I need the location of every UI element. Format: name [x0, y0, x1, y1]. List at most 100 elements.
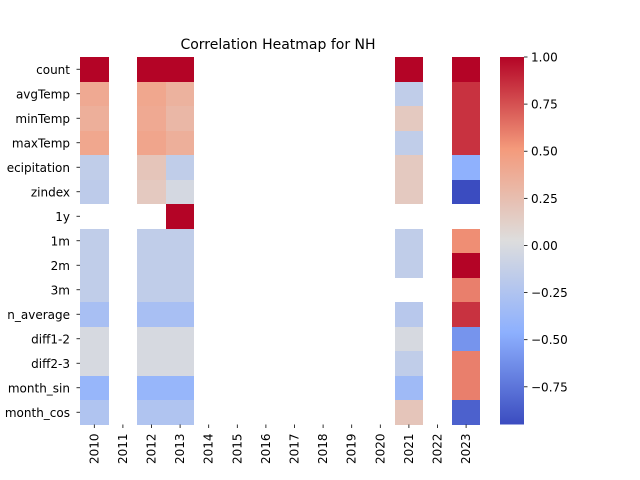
heatmap-cell: [137, 155, 166, 180]
heatmap-cell: [80, 400, 109, 425]
heatmap-cell: [452, 327, 480, 351]
heatmap-cell: [395, 57, 423, 82]
heatmap-cell: [80, 229, 109, 253]
heatmap-cell: [452, 131, 480, 155]
y-tick-label: diff2-3: [31, 357, 70, 371]
heatmap-cell: [395, 229, 423, 253]
heatmap-cell: [137, 229, 166, 253]
x-tick-label: 2018: [316, 434, 330, 465]
heatmap-cell: [452, 155, 480, 180]
heatmap-cell: [80, 253, 109, 278]
x-tick-label: 2021: [402, 434, 416, 465]
heatmap-cell: [80, 106, 109, 131]
colorbar-tick-label: 0.50: [531, 145, 558, 159]
heatmap-cell: [80, 302, 109, 327]
heatmap-cell: [166, 400, 194, 425]
y-tick-labels: count avgTemp minTemp maxTemp ecipitation zin…: [5, 63, 80, 420]
heatmap-cell: [166, 302, 194, 327]
heatmap-cell: [80, 82, 109, 106]
heatmap-cell: [80, 327, 109, 351]
colorbar-tick-label: 0.75: [531, 98, 558, 112]
y-tick-label: avgTemp: [16, 87, 70, 101]
heatmap-cell: [80, 131, 109, 155]
x-tick-labels: 2010 2011 2012 2013 2014 2015 2016 2017 2018 2019…: [87, 424, 473, 465]
y-tick-label: diff1-2: [31, 332, 70, 346]
heatmap-cell: [137, 327, 166, 351]
colorbar: 1.00 0.75 0.50 0.25 0.00 −0.25 −0.50 −0.75: [500, 51, 568, 425]
x-tick-label: 2017: [288, 434, 302, 465]
heatmap-cell: [395, 155, 423, 180]
x-tick-label: 2023: [459, 434, 473, 465]
heatmap-cell: [395, 400, 423, 425]
heatmap-cell: [395, 253, 423, 278]
heatmap-cell: [137, 106, 166, 131]
heatmap-cell: [166, 155, 194, 180]
heatmap-cell: [137, 376, 166, 400]
heatmap-cell: [452, 229, 480, 253]
colorbar-tick-label: 1.00: [531, 51, 558, 65]
heatmap-cell: [137, 351, 166, 376]
heatmap-cell: [395, 106, 423, 131]
heatmap-cell: [452, 302, 480, 327]
x-tick-label: 2014: [202, 434, 216, 465]
heatmap-cell: [395, 327, 423, 351]
colorbar-tick-label: −0.75: [531, 380, 568, 394]
heatmap-cell: [395, 302, 423, 327]
heatmap-cell: [166, 229, 194, 253]
x-tick-label: 2022: [431, 434, 445, 465]
heatmap-cell: [137, 278, 166, 302]
heatmap-cell: [137, 131, 166, 155]
heatmap-cell: [166, 180, 194, 204]
heatmap-cell: [137, 400, 166, 425]
heatmap-cell: [452, 278, 480, 302]
heatmap-cell: [452, 180, 480, 204]
heatmap-cell: [80, 180, 109, 204]
heatmap-cell: [452, 376, 480, 400]
heatmap-cell: [80, 278, 109, 302]
heatmap-cell: [395, 376, 423, 400]
colorbar-tick-label: 0.25: [531, 192, 558, 206]
x-tick-label: 2011: [116, 434, 130, 465]
y-tick-label: 1m: [51, 234, 70, 248]
colorbar-gradient: [500, 57, 524, 425]
heatmap-cell: [395, 351, 423, 376]
heatmap-cell: [166, 327, 194, 351]
colorbar-tick-label: −0.50: [531, 333, 568, 347]
heatmap-cell: [137, 82, 166, 106]
heatmap-cell: [452, 351, 480, 376]
heatmap-cell: [80, 351, 109, 376]
colorbar-tick-label: 0.00: [531, 239, 558, 253]
x-tick-label: 2010: [87, 434, 101, 465]
y-tick-label: 2m: [51, 259, 70, 273]
y-tick-label: count: [36, 63, 70, 77]
heatmap-cell: [80, 57, 109, 82]
heatmap-cell: [395, 82, 423, 106]
heatmap-cell: [452, 400, 480, 425]
heatmap-cell: [137, 57, 166, 82]
x-tick-label: 2020: [373, 434, 387, 465]
heatmap-cell: [166, 253, 194, 278]
heatmap-cell: [166, 351, 194, 376]
heatmap-cell: [395, 180, 423, 204]
y-tick-label: month_cos: [5, 406, 70, 420]
heatmap-cell: [452, 106, 480, 131]
y-tick-label: 3m: [51, 283, 70, 297]
x-tick-label: 2012: [145, 434, 159, 465]
heatmap-cells: [80, 57, 480, 425]
heatmap-cell: [137, 180, 166, 204]
heatmap-cell: [80, 155, 109, 180]
x-tick-label: 2013: [173, 434, 187, 465]
y-tick-label: zindex: [31, 185, 70, 199]
y-tick-label: maxTemp: [12, 136, 70, 150]
heatmap-cell: [452, 253, 480, 278]
heatmap-cell: [166, 204, 194, 229]
heatmap-cell: [452, 82, 480, 106]
x-tick-label: 2019: [345, 434, 359, 465]
heatmap-cell: [395, 131, 423, 155]
x-tick-label: 2016: [259, 434, 273, 465]
colorbar-tick-label: −0.25: [531, 286, 568, 300]
heatmap-cell: [137, 253, 166, 278]
x-tick-label: 2015: [230, 434, 244, 465]
heatmap-cell: [166, 131, 194, 155]
